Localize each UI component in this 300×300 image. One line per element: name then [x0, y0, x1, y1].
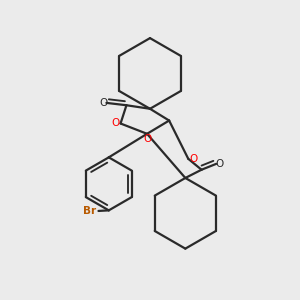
- Text: O: O: [111, 118, 119, 128]
- Text: Br: Br: [83, 206, 96, 216]
- Text: O: O: [215, 159, 223, 169]
- Text: O: O: [190, 154, 198, 164]
- Text: O: O: [99, 98, 108, 108]
- Text: O: O: [143, 134, 151, 144]
